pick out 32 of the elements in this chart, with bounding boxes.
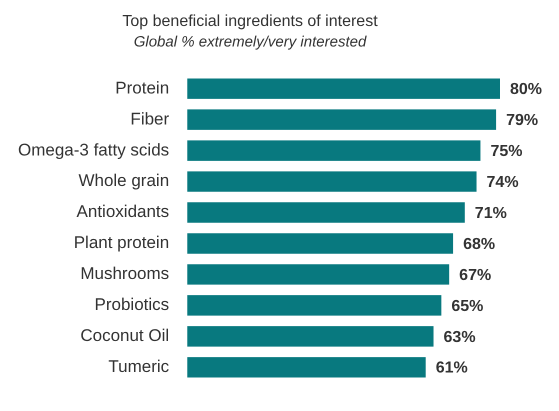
data-label: 65% (451, 298, 484, 315)
bar (187, 357, 426, 378)
y-tick-label: Coconut Oil (80, 326, 170, 346)
data-label: 61% (436, 360, 468, 377)
data-label: 68% (463, 236, 496, 253)
bar (187, 264, 450, 285)
chart-subtitle: Global % extremely/very interested (134, 33, 367, 50)
y-tick-label: Omega-3 fatty scids (18, 140, 170, 160)
y-tick-label: Plant protein (74, 233, 170, 252)
y-tick-label: Mushrooms (80, 264, 170, 284)
bar (187, 109, 496, 130)
bar (187, 233, 454, 254)
y-tick-label: Whole grain (78, 171, 170, 190)
data-label: 79% (506, 112, 538, 130)
data-label: 71% (474, 204, 507, 222)
y-tick-label: Tumeric (108, 357, 170, 376)
y-tick-label: Protein (115, 78, 170, 98)
y-tick-label: Antioxidants (76, 202, 170, 222)
data-label: 80% (510, 81, 542, 98)
bar (187, 78, 500, 99)
bar (187, 295, 442, 316)
y-tick-label: Fiber (130, 109, 170, 128)
data-label: 63% (444, 328, 476, 346)
data-label: 75% (490, 143, 522, 160)
data-label: 74% (486, 174, 519, 191)
bar (187, 202, 465, 223)
bar (187, 326, 434, 347)
chart-title: Top beneficial ingredients of interest (122, 13, 378, 30)
bar (187, 140, 480, 161)
data-label: 67% (459, 266, 492, 284)
bar (187, 171, 477, 192)
y-tick-label: Probiotics (94, 295, 170, 314)
